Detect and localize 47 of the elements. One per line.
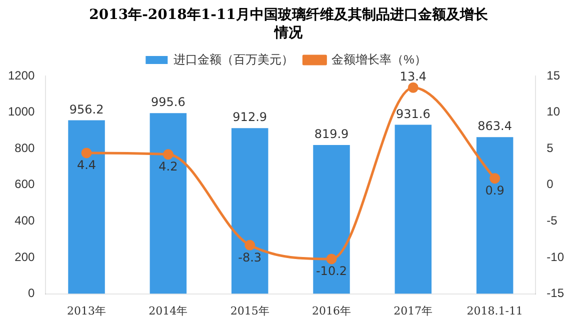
x-tick-label: 2015年 (230, 304, 270, 318)
data-label: 4.2 (158, 160, 178, 174)
point (326, 254, 337, 264)
bar (394, 124, 432, 294)
y2-tick-label: 5 (546, 140, 554, 155)
point (490, 173, 500, 184)
y2-tick-label: 10 (546, 104, 560, 119)
x-tick-label: 2016年 (312, 304, 352, 318)
y-tick-label: 200 (14, 250, 36, 264)
chart-title: 2013年-2018年1-11月中国玻璃纤维及其制品进口金额及增长情况 (88, 6, 489, 43)
data-label: -8.3 (238, 250, 262, 264)
bar (476, 137, 514, 294)
legend-label: 金额增长率（%） (332, 52, 426, 66)
bar (68, 120, 105, 294)
y-tick-label: 0 (28, 286, 36, 300)
data-label: 13.4 (400, 70, 427, 84)
x-tick-label: 2017年 (394, 304, 433, 318)
point (408, 82, 418, 93)
data-label: 995.6 (151, 95, 186, 110)
data-label: 956.2 (69, 102, 104, 116)
y-tick-label: 400 (14, 214, 36, 228)
x-tick-label: 2013年 (67, 304, 106, 318)
x-tick-label: 2018.1-11 (466, 304, 523, 318)
y-tick-label: 1000 (8, 104, 36, 119)
data-label: 931.6 (396, 106, 430, 121)
point (81, 148, 92, 158)
bar (231, 128, 268, 294)
y2-tick-label: -10 (546, 250, 564, 264)
x-tick-label: 2014年 (148, 304, 188, 318)
legend-label: 进口金额（百万美元） (174, 52, 294, 66)
point (244, 240, 256, 250)
data-label: 863.4 (478, 119, 512, 134)
data-label: 819.9 (314, 127, 349, 142)
y2-tick-label: -5 (546, 214, 558, 228)
data-label: -10.2 (316, 264, 348, 278)
bar (150, 113, 187, 294)
y2-tick-label: 0 (546, 177, 554, 192)
bar (313, 144, 350, 294)
y-tick-label: 1200 (8, 68, 36, 82)
point (162, 149, 174, 160)
data-label: 0.9 (485, 183, 504, 198)
data-label: 4.4 (76, 158, 96, 172)
y2-tick-label: 15 (546, 68, 560, 82)
y-tick-label: 600 (14, 177, 36, 192)
data-label: 912.9 (232, 110, 268, 124)
y2-tick-label: -15 (546, 286, 564, 300)
y-tick-label: 800 (14, 140, 36, 155)
